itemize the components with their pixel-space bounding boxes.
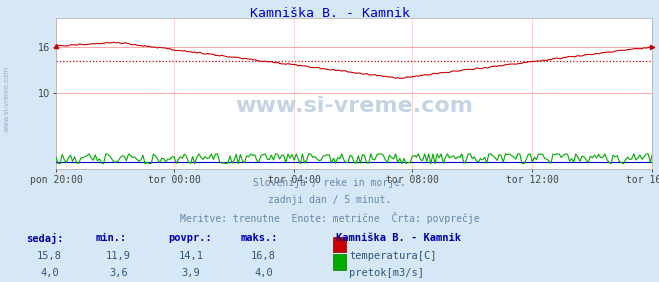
Text: zadnji dan / 5 minut.: zadnji dan / 5 minut. bbox=[268, 195, 391, 204]
Text: sedaj:: sedaj: bbox=[26, 233, 64, 244]
Text: www.si-vreme.com: www.si-vreme.com bbox=[3, 66, 10, 132]
Text: min.:: min.: bbox=[96, 233, 127, 243]
Text: 15,8: 15,8 bbox=[37, 251, 62, 261]
Text: temperatura[C]: temperatura[C] bbox=[349, 251, 437, 261]
Text: Kamniška B. - Kamnik: Kamniška B. - Kamnik bbox=[250, 7, 409, 20]
Text: 14,1: 14,1 bbox=[179, 251, 204, 261]
Text: pretok[m3/s]: pretok[m3/s] bbox=[349, 268, 424, 278]
Text: Meritve: trenutne  Enote: metrične  Črta: povprečje: Meritve: trenutne Enote: metrične Črta: … bbox=[180, 212, 479, 224]
Text: 16,8: 16,8 bbox=[251, 251, 276, 261]
Text: povpr.:: povpr.: bbox=[168, 233, 212, 243]
Text: 3,9: 3,9 bbox=[182, 268, 200, 278]
Text: www.si-vreme.com: www.si-vreme.com bbox=[235, 96, 473, 116]
Text: 11,9: 11,9 bbox=[106, 251, 131, 261]
Text: Slovenija / reke in morje.: Slovenija / reke in morje. bbox=[253, 178, 406, 188]
Text: maks.:: maks.: bbox=[241, 233, 278, 243]
Text: Kamniška B. - Kamnik: Kamniška B. - Kamnik bbox=[336, 233, 461, 243]
Text: 4,0: 4,0 bbox=[40, 268, 59, 278]
Text: 4,0: 4,0 bbox=[254, 268, 273, 278]
Text: 3,6: 3,6 bbox=[109, 268, 128, 278]
